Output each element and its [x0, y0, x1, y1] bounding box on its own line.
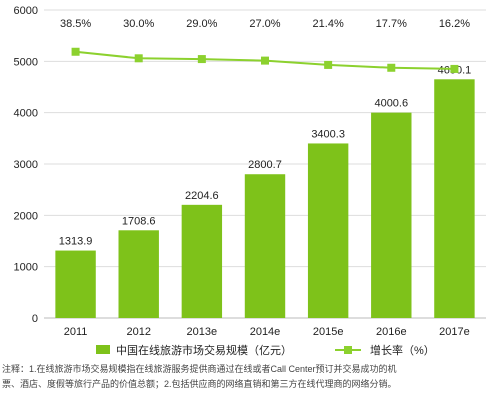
y-axis-ticks: 0 1000 2000 3000 4000 5000 6000 — [14, 5, 38, 325]
growth-rate-label: 30.0% — [123, 18, 154, 30]
growth-rate-marker — [71, 47, 80, 56]
footnote-line-1: 注释：1.在线旅游市场交易规模指在线旅游服务提供商通过在线或者Call Cent… — [2, 364, 397, 374]
legend: 中国在线旅游市场交易规模（亿元） 增长率（%） — [96, 343, 435, 357]
chart: 0 1000 2000 3000 4000 5000 6000 1313.9 1708.6 22… — [14, 5, 486, 357]
growth-rate-marker — [134, 54, 143, 63]
growth-rate-label: 17.7% — [376, 18, 407, 30]
growth-rate-marker — [197, 55, 206, 64]
x-tick-label: 2014e — [250, 326, 281, 338]
bar-value-labels: 1313.91708.62204.62800.73400.34000.64650… — [59, 64, 472, 247]
x-axis-ticks: 2011 2012 2013e 2014e 2015e 2016e 2017e — [64, 326, 470, 338]
y-tick-label: 0 — [32, 313, 38, 325]
growth-rate-series: 38.5% 30.0% 29.0% 27.0% 21.4% 17.7% 16.2% — [60, 18, 470, 73]
growth-rate-marker — [261, 56, 269, 65]
legend-line-label: 增长率（%） — [370, 343, 435, 357]
legend-bar-label: 中国在线旅游市场交易规模（亿元） — [116, 343, 292, 357]
bar-value-label: 2204.6 — [185, 190, 219, 202]
x-tick-label: 2011 — [64, 326, 88, 338]
bar-series — [55, 79, 475, 319]
bar-value-label: 2800.7 — [248, 159, 282, 171]
bar-value-label: 1708.6 — [122, 215, 156, 227]
y-tick-label: 1000 — [14, 262, 38, 274]
bar-value-label: 4000.6 — [374, 98, 408, 110]
growth-rate-label: 27.0% — [249, 18, 280, 30]
y-tick-label: 6000 — [14, 5, 38, 17]
growth-rate-label: 29.0% — [186, 18, 217, 30]
legend-bar-swatch — [96, 345, 110, 354]
bar-value-label: 3400.3 — [311, 128, 345, 140]
x-tick-label: 2017e — [439, 326, 470, 338]
growth-rate-marker — [324, 60, 333, 69]
growth-rate-label: 16.2% — [439, 18, 470, 30]
bar — [244, 174, 286, 318]
y-tick-label: 3000 — [14, 159, 38, 171]
y-tick-label: 2000 — [14, 210, 38, 222]
y-tick-label: 5000 — [14, 56, 38, 68]
bar — [55, 250, 96, 318]
footnote-line-2: 票、酒店、度假等旅行产品的价值总额；2.包括供应商的网络直销和第三方在线代理商的… — [2, 379, 397, 389]
bar — [181, 204, 223, 318]
x-tick-label: 2016e — [376, 326, 407, 338]
bar — [434, 79, 475, 319]
x-tick-label: 2012 — [126, 326, 150, 338]
x-tick-label: 2015e — [313, 326, 344, 338]
growth-rate-marker — [387, 63, 396, 72]
growth-rate-label: 38.5% — [60, 18, 91, 30]
x-tick-label: 2013e — [187, 326, 218, 338]
growth-rate-marker — [450, 64, 459, 73]
growth-rate-label: 21.4% — [313, 18, 344, 30]
footnote: 注释：1.在线旅游市场交易规模指在线旅游服务提供商通过在线或者Call Cent… — [2, 362, 498, 392]
bar — [371, 112, 412, 318]
legend-line-marker — [344, 346, 352, 354]
bar-value-label: 1313.9 — [59, 236, 93, 248]
bar — [307, 143, 349, 318]
y-tick-label: 4000 — [14, 108, 38, 120]
bar — [118, 230, 159, 318]
